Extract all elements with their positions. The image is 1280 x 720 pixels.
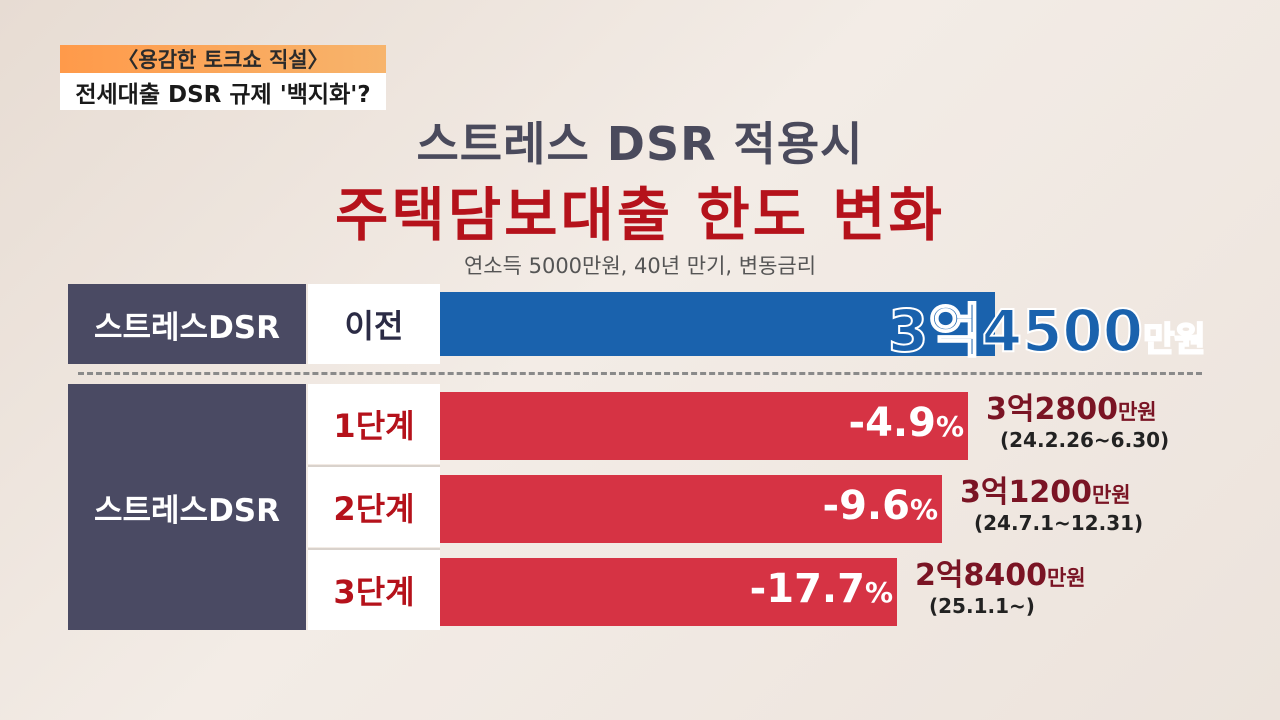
change-value: -9.6 — [822, 483, 910, 529]
change-label-stage-2: -9.6% — [822, 483, 938, 529]
category-label-text: 이전 — [344, 307, 404, 345]
chart-title: 스트레스 DSR 적용시 — [416, 117, 864, 171]
value-label-stage-2: 3억1200만원 — [960, 467, 1131, 511]
show-name-tag: 〈용감한 토크쇼 직설〉 — [60, 45, 386, 73]
period-label-stage-3: (25.1.1~) — [929, 594, 1035, 618]
category-label-text: 1단계 — [333, 407, 415, 445]
value-unit: 만원 — [1142, 319, 1207, 361]
value-amount: 2억8400 — [915, 558, 1047, 593]
category-label-stage-3: 3단계 — [308, 550, 440, 630]
bar-before — [440, 292, 995, 356]
group-label-text: 스트레스DSR — [93, 309, 280, 346]
value-amount: 3억4500 — [887, 296, 1144, 366]
group-label-text: 스트레스DSR — [93, 492, 280, 529]
row-separator — [308, 548, 440, 550]
value-unit: 만원 — [1046, 566, 1086, 590]
row-separator — [308, 465, 440, 467]
value-label-stage-3: 2억8400만원 — [915, 550, 1086, 594]
group-label-stages: 스트레스DSR — [68, 384, 306, 630]
category-label-text: 2단계 — [333, 490, 415, 528]
bar-stage-2 — [440, 475, 942, 543]
period-label-stage-2: (24.7.1~12.31) — [974, 511, 1144, 535]
period-label-stage-1: (24.2.26~6.30) — [1000, 428, 1170, 452]
change-label-stage-3: -17.7% — [750, 566, 893, 612]
value-amount: 3억1200 — [960, 475, 1092, 510]
segment-title: 전세대출 DSR 규제 '백지화'? — [75, 81, 371, 108]
value-amount: 3억2800 — [986, 392, 1118, 427]
chart-note: 연소득 5000만원, 40년 만기, 변동금리 — [463, 254, 817, 278]
value-unit: 만원 — [1091, 483, 1131, 507]
change-unit: % — [935, 410, 964, 443]
bar-stage-1 — [440, 392, 968, 460]
show-name: 〈용감한 토크쇼 직설〉 — [117, 48, 329, 72]
change-unit: % — [864, 576, 893, 609]
change-value: -17.7 — [749, 566, 865, 612]
category-label-stage-2: 2단계 — [308, 467, 440, 547]
segment-title-box: 전세대출 DSR 규제 '백지화'? — [60, 73, 386, 110]
category-label-before: 이전 — [308, 284, 440, 364]
value-unit: 만원 — [1117, 400, 1157, 424]
divider-dashed — [78, 372, 1202, 375]
category-label-text: 3단계 — [333, 573, 415, 611]
change-unit: % — [909, 493, 938, 526]
change-label-stage-1: -4.9% — [848, 400, 964, 446]
chart-subtitle: 주택담보대출 한도 변화 — [335, 181, 945, 249]
value-label-stage-1: 3억2800만원 — [986, 384, 1157, 428]
category-label-stage-1: 1단계 — [308, 384, 440, 464]
value-label-before: 3억4500만원 — [887, 284, 1207, 366]
group-label-before: 스트레스DSR — [68, 284, 306, 364]
bar-stage-3 — [440, 558, 897, 626]
change-value: -4.9 — [848, 400, 936, 446]
